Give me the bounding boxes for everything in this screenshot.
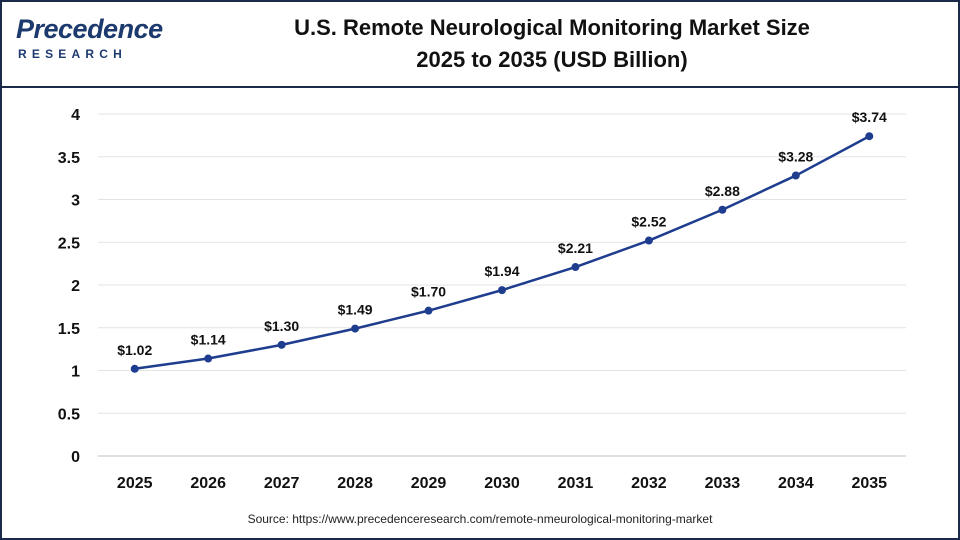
- data-point-9: [791, 171, 800, 180]
- y-tick-label-3: 1.5: [58, 321, 80, 338]
- data-label-5: $1.94: [484, 263, 519, 279]
- data-label-2: $1.30: [264, 318, 299, 334]
- x-tick-label-0: 2025: [117, 475, 153, 492]
- data-point-0: [130, 364, 139, 373]
- logo-subtitle: RESEARCH: [18, 47, 127, 61]
- y-tick-label-2: 1: [71, 364, 80, 381]
- data-point-8: [718, 205, 727, 214]
- x-tick-label-10: 2035: [851, 475, 887, 492]
- data-point-3: [351, 324, 360, 333]
- series-line: [134, 135, 870, 371]
- x-tick-label-3: 2028: [337, 475, 373, 492]
- y-tick-label-8: 4: [71, 107, 80, 124]
- x-tick-label-8: 2033: [705, 475, 741, 492]
- header: Precedence RESEARCH U.S. Remote Neurolog…: [2, 2, 958, 88]
- data-point-10: [865, 132, 874, 141]
- chart-title-line-1: U.S. Remote Neurological Monitoring Mark…: [294, 15, 810, 40]
- y-tick-label-6: 3: [71, 193, 80, 210]
- y-tick-label-1: 0.5: [58, 406, 80, 423]
- x-tick-label-7: 2032: [631, 475, 667, 492]
- x-tick-label-2: 2027: [264, 475, 300, 492]
- chart-title: U.S. Remote Neurological Monitoring Mark…: [192, 12, 912, 76]
- data-label-0: $1.02: [117, 342, 152, 358]
- data-point-7: [644, 236, 653, 245]
- data-point-5: [498, 286, 506, 295]
- chart-title-line-2: 2025 to 2035 (USD Billion): [416, 47, 688, 72]
- data-label-3: $1.49: [338, 302, 373, 318]
- data-label-1: $1.14: [191, 332, 226, 348]
- y-tick-label-0: 0: [71, 449, 80, 466]
- data-label-9: $3.28: [778, 149, 813, 165]
- data-label-8: $2.88: [705, 183, 740, 199]
- data-label-6: $2.21: [558, 240, 593, 256]
- y-tick-label-4: 2: [71, 278, 80, 295]
- x-tick-label-4: 2029: [411, 475, 447, 492]
- data-label-10: $3.74: [852, 109, 887, 125]
- data-point-6: [571, 263, 580, 272]
- x-tick-label-9: 2034: [778, 475, 814, 492]
- data-point-4: [424, 306, 433, 315]
- y-tick-label-7: 3.5: [58, 150, 80, 167]
- data-label-4: $1.70: [411, 284, 446, 300]
- x-tick-label-5: 2030: [484, 475, 520, 492]
- source-note: Source: https://www.precedenceresearch.c…: [247, 512, 713, 526]
- data-point-2: [277, 340, 286, 349]
- data-label-7: $2.52: [631, 214, 666, 230]
- x-tick-label-6: 2031: [558, 475, 594, 492]
- logo-wordmark: Precedence: [16, 14, 163, 44]
- y-tick-label-5: 2.5: [58, 235, 80, 252]
- precedence-research-logo: Precedence RESEARCH: [16, 14, 166, 70]
- x-tick-label-1: 2026: [190, 475, 226, 492]
- data-point-1: [204, 354, 213, 363]
